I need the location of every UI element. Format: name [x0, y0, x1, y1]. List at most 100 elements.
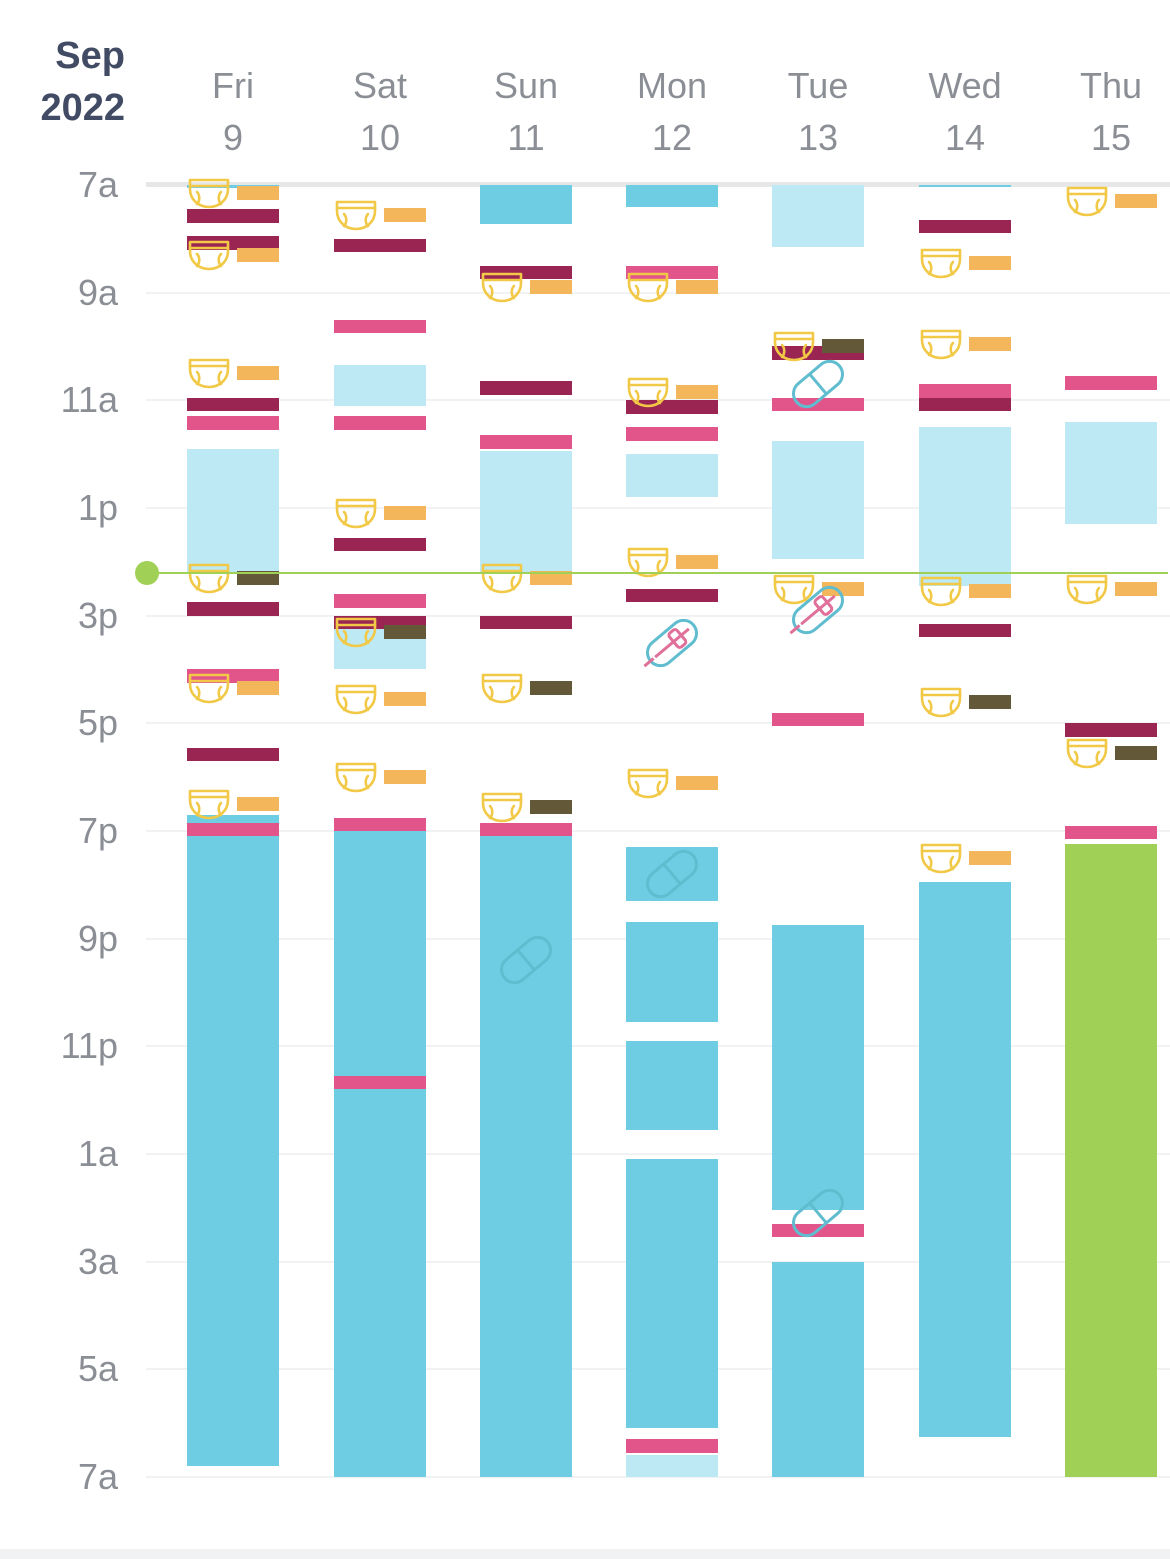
sleep-night-bar[interactable] — [187, 814, 279, 1467]
day-date: 15 — [1090, 117, 1132, 158]
diaper-icon[interactable] — [1065, 737, 1109, 769]
feed-right-bar[interactable] — [480, 615, 572, 630]
feed-right-bar[interactable] — [334, 238, 426, 253]
diaper-icon[interactable] — [772, 330, 816, 362]
medication-pill-icon[interactable] — [780, 346, 856, 422]
sleep-nap-bar[interactable] — [187, 448, 279, 573]
feed-left-bar[interactable] — [626, 427, 718, 441]
diaper-icon[interactable] — [187, 562, 231, 594]
diaper-icon[interactable] — [919, 842, 963, 874]
diaper-icon[interactable] — [919, 247, 963, 279]
diaper-icon[interactable] — [187, 239, 231, 271]
day-header-wed[interactable]: Wed 14 — [905, 60, 1025, 164]
feed-right-bar[interactable] — [187, 209, 279, 223]
feed-left-bar[interactable] — [626, 265, 718, 280]
sleep-night-bar[interactable] — [480, 185, 572, 224]
feed-right-bar[interactable] — [919, 397, 1011, 412]
diaper-icon[interactable] — [187, 672, 231, 704]
feed-right-bar[interactable] — [626, 400, 718, 414]
day-header-fri[interactable]: Fri 9 — [173, 60, 293, 164]
feed-left-bar[interactable] — [334, 817, 426, 831]
diaper-icon[interactable] — [626, 376, 670, 408]
feed-right-bar[interactable] — [187, 397, 279, 412]
diaper-icon[interactable] — [334, 616, 378, 648]
diaper-icon[interactable] — [626, 767, 670, 799]
sleep-nap-bar[interactable] — [919, 427, 1011, 587]
sleep-night-bar[interactable] — [187, 185, 279, 188]
day-header-tue[interactable]: Tue 13 — [758, 60, 878, 164]
medication-pill-icon[interactable] — [634, 836, 710, 912]
diaper-icon[interactable] — [187, 177, 231, 209]
day-header-mon[interactable]: Mon 12 — [612, 60, 732, 164]
medication-pill-icon[interactable] — [780, 572, 856, 648]
diaper-icon[interactable] — [187, 357, 231, 389]
sleep-night-bar[interactable] — [772, 1261, 864, 1477]
feed-left-bar[interactable] — [187, 416, 279, 430]
sleep-nap-bar[interactable] — [480, 451, 572, 573]
feed-left-bar[interactable] — [334, 416, 426, 430]
feed-right-bar[interactable] — [187, 236, 279, 250]
diaper-icon[interactable] — [334, 683, 378, 715]
day-of-week: Sat — [352, 65, 408, 106]
feed-left-bar[interactable] — [334, 1075, 426, 1090]
diaper-icon[interactable] — [1065, 185, 1109, 217]
diaper-icon[interactable] — [772, 573, 816, 605]
sleep-night-bar[interactable] — [334, 830, 426, 1477]
sleep-night-bar[interactable] — [480, 830, 572, 1477]
bottom-bar — [0, 1549, 1170, 1559]
sleep-nap-bar[interactable] — [772, 185, 864, 247]
feed-left-bar[interactable] — [334, 319, 426, 334]
sleep-nap-bar[interactable] — [772, 440, 864, 560]
medication-pill-icon[interactable] — [780, 1175, 856, 1251]
day-header-sat[interactable]: Sat 10 — [320, 60, 440, 164]
diaper-icon[interactable] — [626, 271, 670, 303]
feed-right-bar[interactable] — [187, 747, 279, 761]
diaper-icon[interactable] — [919, 575, 963, 607]
diaper-icon[interactable] — [480, 672, 524, 704]
sleep-night-bar[interactable] — [626, 922, 718, 1023]
diaper-icon[interactable] — [919, 328, 963, 360]
diaper-icon[interactable] — [480, 791, 524, 823]
feed-left-bar[interactable] — [187, 669, 279, 683]
diaper-icon[interactable] — [334, 497, 378, 529]
sleep-nap-bar[interactable] — [626, 1455, 718, 1477]
feed-right-bar[interactable] — [480, 381, 572, 395]
diaper-icon[interactable] — [480, 562, 524, 594]
sleep-night-bar[interactable] — [919, 185, 1011, 187]
feed-right-bar[interactable] — [919, 219, 1011, 234]
feed-left-bar[interactable] — [334, 594, 426, 608]
diaper-icon[interactable] — [919, 686, 963, 718]
day-header-sun[interactable]: Sun 11 — [466, 60, 586, 164]
feed-left-bar[interactable] — [480, 435, 572, 449]
feed-left-bar[interactable] — [480, 822, 572, 837]
sleep-night-bar[interactable] — [626, 1040, 718, 1130]
diaper-icon[interactable] — [334, 199, 378, 231]
feed-left-bar[interactable] — [772, 712, 864, 726]
feed-right-bar[interactable] — [919, 623, 1011, 638]
feed-left-bar[interactable] — [187, 822, 279, 837]
medication-pill-icon[interactable] — [488, 922, 564, 998]
feed-right-bar[interactable] — [187, 602, 279, 616]
feed-left-bar[interactable] — [1065, 825, 1157, 840]
sleep-night-bar[interactable] — [626, 1159, 718, 1429]
feed-right-bar[interactable] — [480, 265, 572, 280]
sleep-nap-bar[interactable] — [334, 365, 426, 406]
feed-right-bar[interactable] — [626, 588, 718, 603]
diaper-icon[interactable] — [1065, 573, 1109, 605]
sleep-night-bar[interactable] — [772, 925, 864, 1211]
sleep-night-bar[interactable] — [626, 185, 718, 207]
diaper-icon[interactable] — [480, 271, 524, 303]
sleep-nap-bar[interactable] — [626, 454, 718, 498]
sleep-in_progress-bar[interactable] — [1065, 844, 1157, 1477]
medication-pill-icon[interactable] — [634, 605, 710, 681]
feed-right-bar[interactable] — [1065, 723, 1157, 737]
diaper-icon[interactable] — [334, 761, 378, 793]
sleep-night-bar[interactable] — [919, 882, 1011, 1437]
feed-left-bar[interactable] — [1065, 376, 1157, 390]
feed-left-bar[interactable] — [626, 1439, 718, 1453]
diaper-icon[interactable] — [187, 788, 231, 820]
sleep-nap-bar[interactable] — [1065, 421, 1157, 525]
feed-left-bar[interactable] — [919, 384, 1011, 398]
day-header-thu[interactable]: Thu 15 — [1051, 60, 1170, 164]
feed-right-bar[interactable] — [334, 537, 426, 552]
